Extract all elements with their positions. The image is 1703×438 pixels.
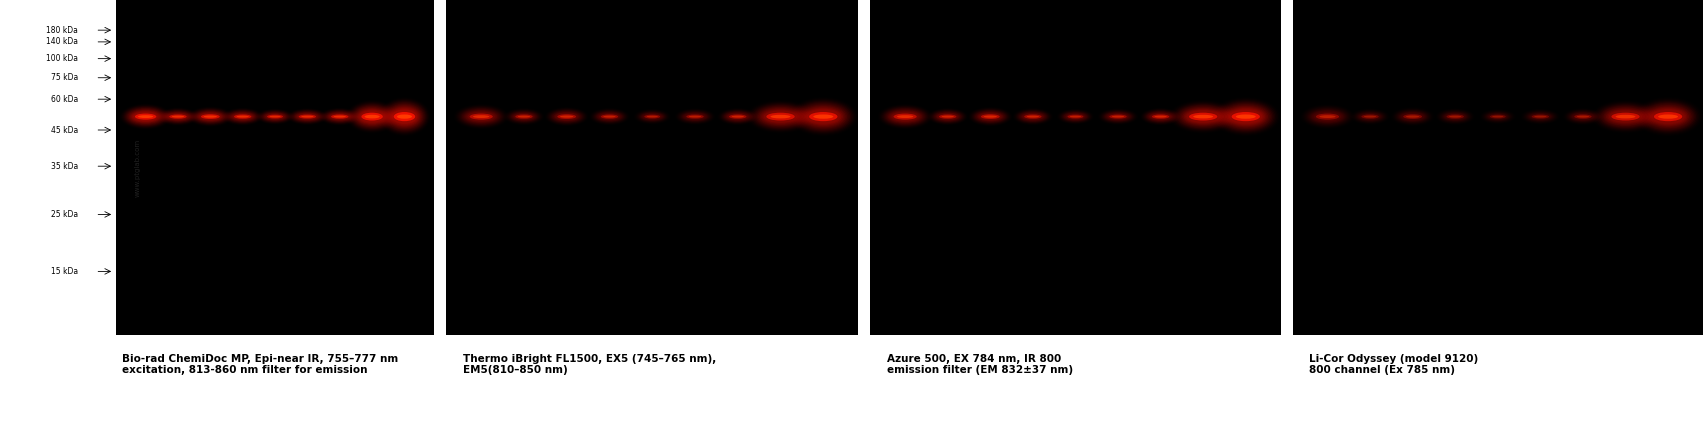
Text: Bio-rad ChemiDoc MP, Epi-near IR, 755–777 nm
excitation, 813-860 nm filter for e: Bio-rad ChemiDoc MP, Epi-near IR, 755–77… [123,353,399,375]
Ellipse shape [1645,105,1691,129]
Ellipse shape [887,110,923,124]
Ellipse shape [1608,110,1643,124]
Ellipse shape [356,107,388,126]
Ellipse shape [196,111,225,122]
Ellipse shape [334,116,346,118]
Ellipse shape [385,102,424,131]
Ellipse shape [644,115,661,119]
Ellipse shape [1068,115,1083,119]
Ellipse shape [129,109,162,124]
Ellipse shape [1180,106,1226,127]
Ellipse shape [886,109,925,125]
Ellipse shape [1020,112,1046,121]
Ellipse shape [133,112,158,121]
Ellipse shape [325,111,354,122]
Ellipse shape [1228,109,1264,125]
Ellipse shape [1449,116,1461,118]
Bar [1293,0,1703,335]
Ellipse shape [799,105,846,129]
Ellipse shape [1652,110,1684,124]
Ellipse shape [194,110,226,124]
Ellipse shape [809,112,838,121]
Ellipse shape [353,106,392,128]
Ellipse shape [807,110,840,124]
Ellipse shape [467,111,496,122]
Ellipse shape [598,113,620,120]
Ellipse shape [397,114,412,119]
Ellipse shape [1604,108,1647,125]
Ellipse shape [1027,116,1039,118]
Ellipse shape [976,111,1005,122]
Ellipse shape [685,113,705,120]
Ellipse shape [1148,112,1173,121]
Ellipse shape [1180,107,1226,126]
Ellipse shape [327,112,353,121]
Ellipse shape [198,113,223,121]
Ellipse shape [725,112,749,121]
Ellipse shape [131,111,160,122]
Ellipse shape [1364,116,1376,118]
Ellipse shape [887,109,923,124]
Ellipse shape [802,106,845,127]
Ellipse shape [514,113,535,120]
Text: Thermo iBright FL1500, EX5 (745–765 nm),
EM5(810–850 nm): Thermo iBright FL1500, EX5 (745–765 nm),… [463,353,715,375]
Ellipse shape [756,106,804,127]
Ellipse shape [262,112,288,121]
Ellipse shape [897,115,913,118]
Text: 140 kDa: 140 kDa [46,37,78,46]
Ellipse shape [1492,116,1504,117]
Ellipse shape [1224,106,1267,127]
Ellipse shape [1226,108,1265,126]
Ellipse shape [393,112,416,121]
Ellipse shape [937,113,959,120]
Ellipse shape [387,105,422,129]
Text: 180 kDa: 180 kDa [46,26,78,35]
Ellipse shape [330,114,349,119]
Ellipse shape [327,112,353,121]
Ellipse shape [228,111,257,122]
Ellipse shape [935,112,960,121]
Ellipse shape [1155,116,1167,118]
Ellipse shape [354,106,390,127]
Ellipse shape [194,110,226,123]
Ellipse shape [232,113,254,120]
Ellipse shape [264,113,286,120]
Ellipse shape [1603,107,1649,126]
Ellipse shape [647,116,657,117]
Ellipse shape [163,111,192,122]
Ellipse shape [555,113,579,121]
Ellipse shape [1219,102,1272,131]
Ellipse shape [228,111,257,122]
Ellipse shape [237,116,249,118]
Ellipse shape [1574,114,1592,119]
Ellipse shape [1650,109,1686,125]
Ellipse shape [1531,114,1550,119]
Ellipse shape [763,110,799,124]
Ellipse shape [770,115,790,118]
Ellipse shape [1446,114,1465,119]
Text: 45 kDa: 45 kDa [51,126,78,134]
Ellipse shape [233,113,254,120]
Ellipse shape [727,113,749,120]
Ellipse shape [601,114,618,119]
Ellipse shape [1022,113,1044,120]
Ellipse shape [201,114,220,119]
Ellipse shape [358,109,387,124]
Ellipse shape [1645,106,1691,127]
Ellipse shape [230,112,255,121]
Ellipse shape [230,112,255,121]
Ellipse shape [1194,115,1213,118]
Bar [446,0,858,335]
Ellipse shape [978,112,1003,121]
Ellipse shape [196,111,225,122]
Ellipse shape [293,112,322,122]
Ellipse shape [1236,114,1255,119]
Ellipse shape [758,107,802,126]
Ellipse shape [1230,110,1262,124]
Text: 75 kDa: 75 kDa [51,73,78,82]
Text: Li-Cor Odyssey (model 9120)
800 channel (Ex 785 nm): Li-Cor Odyssey (model 9120) 800 channel … [1310,353,1478,375]
Ellipse shape [732,116,744,118]
Ellipse shape [560,116,574,118]
Ellipse shape [938,114,957,119]
Ellipse shape [894,113,916,120]
